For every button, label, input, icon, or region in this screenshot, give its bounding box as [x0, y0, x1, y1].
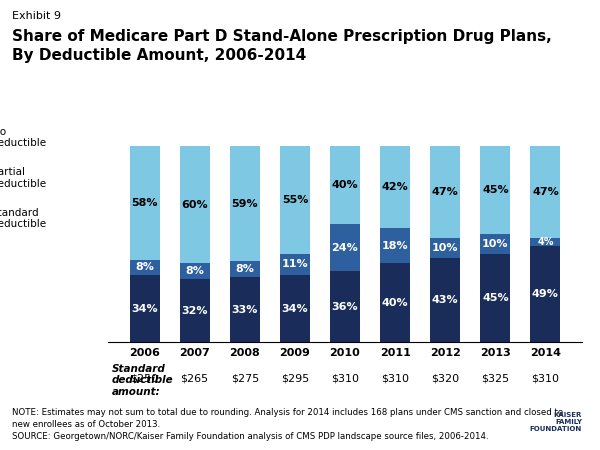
Bar [480, 234, 511, 254]
Text: 4%: 4% [537, 237, 554, 247]
Bar [430, 238, 460, 257]
Text: $310: $310 [331, 374, 359, 383]
Text: 40%: 40% [382, 298, 409, 308]
Bar [280, 146, 310, 254]
Text: $310: $310 [532, 374, 559, 383]
Text: 47%: 47% [532, 187, 559, 197]
Text: 58%: 58% [131, 198, 158, 207]
Bar [179, 146, 210, 263]
Text: 11%: 11% [281, 260, 308, 270]
Text: 10%: 10% [482, 239, 509, 249]
Text: $265: $265 [181, 374, 209, 383]
Bar [380, 146, 410, 228]
Bar [530, 238, 560, 246]
Text: 43%: 43% [432, 295, 458, 305]
Text: Share of Medicare Part D Stand-Alone Prescription Drug Plans,
By Deductible Amou: Share of Medicare Part D Stand-Alone Pre… [12, 29, 552, 63]
Text: 55%: 55% [282, 195, 308, 205]
Bar [230, 146, 260, 261]
Bar [280, 254, 310, 275]
Text: 60%: 60% [181, 199, 208, 210]
Bar [179, 279, 210, 342]
Text: 18%: 18% [382, 241, 409, 251]
Text: $325: $325 [481, 374, 509, 383]
Text: 40%: 40% [332, 180, 358, 190]
Bar [230, 261, 260, 277]
Text: 33%: 33% [232, 305, 258, 315]
Bar [330, 224, 360, 271]
Text: $295: $295 [281, 374, 309, 383]
Bar [530, 146, 560, 238]
Text: Standard
deductible
amount:: Standard deductible amount: [112, 364, 173, 397]
Text: 34%: 34% [131, 304, 158, 314]
Text: 32%: 32% [181, 306, 208, 315]
Bar [380, 263, 410, 342]
Bar [130, 146, 160, 260]
Text: 42%: 42% [382, 182, 409, 192]
Text: NOTE: Estimates may not sum to total due to rounding. Analysis for 2014 includes: NOTE: Estimates may not sum to total due… [12, 409, 563, 441]
Text: $310: $310 [381, 374, 409, 383]
Text: $320: $320 [431, 374, 459, 383]
Text: $275: $275 [230, 374, 259, 383]
Text: 8%: 8% [235, 264, 254, 274]
Text: 45%: 45% [482, 185, 509, 195]
Legend: No
deductible, Partial
deductible, Standard
deductible: No deductible, Partial deductible, Stand… [0, 127, 47, 229]
Bar [280, 275, 310, 342]
Bar [330, 271, 360, 342]
Bar [430, 146, 460, 238]
Bar [130, 260, 160, 275]
Bar [230, 277, 260, 342]
Text: KAISER
FAMILY
FOUNDATION: KAISER FAMILY FOUNDATION [530, 412, 582, 432]
Text: 45%: 45% [482, 293, 509, 303]
Bar [480, 146, 511, 234]
Text: 49%: 49% [532, 289, 559, 299]
Text: $250: $250 [131, 374, 158, 383]
Text: 8%: 8% [135, 262, 154, 272]
Text: 24%: 24% [332, 243, 358, 253]
Text: 59%: 59% [232, 198, 258, 208]
Text: 8%: 8% [185, 266, 204, 276]
Bar [530, 246, 560, 342]
Bar [380, 228, 410, 263]
Bar [480, 254, 511, 342]
Bar [430, 257, 460, 342]
Text: 34%: 34% [281, 304, 308, 314]
Text: 36%: 36% [332, 302, 358, 312]
Text: 47%: 47% [432, 187, 458, 197]
Bar [330, 146, 360, 224]
Text: Exhibit 9: Exhibit 9 [12, 11, 61, 21]
Bar [179, 263, 210, 279]
Text: 10%: 10% [432, 243, 458, 253]
Bar [130, 275, 160, 342]
